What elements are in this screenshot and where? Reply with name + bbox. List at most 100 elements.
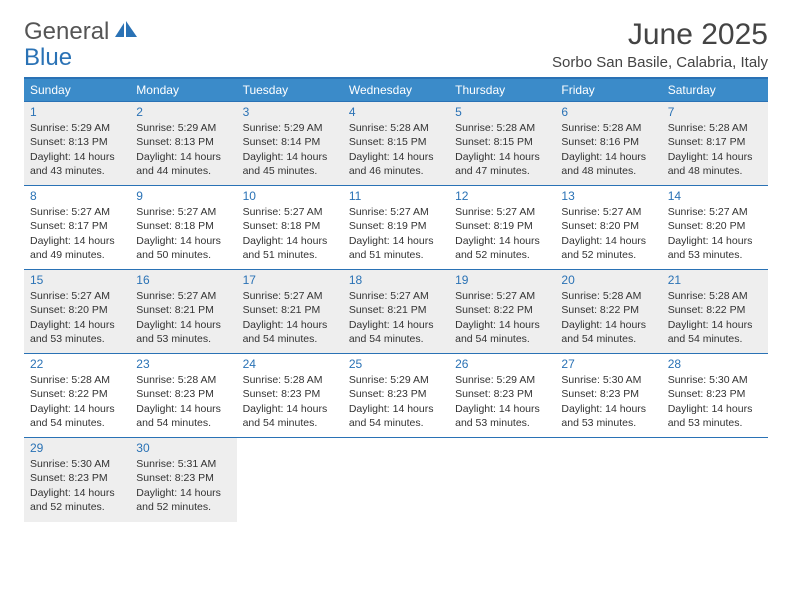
day-header: Friday	[555, 78, 661, 102]
day-cell	[555, 438, 661, 522]
daylight-text: and 53 minutes.	[668, 248, 762, 262]
day-number: 23	[136, 356, 230, 372]
sunrise-text: Sunrise: 5:28 AM	[136, 373, 230, 387]
daylight-text: and 52 minutes.	[455, 248, 549, 262]
day-cell	[662, 438, 768, 522]
day-cell: 26Sunrise: 5:29 AMSunset: 8:23 PMDayligh…	[449, 354, 555, 438]
daylight-text: and 52 minutes.	[136, 500, 230, 514]
day-cell: 9Sunrise: 5:27 AMSunset: 8:18 PMDaylight…	[130, 186, 236, 270]
daylight-text: Daylight: 14 hours	[136, 402, 230, 416]
daylight-text: and 50 minutes.	[136, 248, 230, 262]
day-header: Monday	[130, 78, 236, 102]
daylight-text: and 43 minutes.	[30, 164, 124, 178]
daylight-text: Daylight: 14 hours	[136, 318, 230, 332]
day-cell: 23Sunrise: 5:28 AMSunset: 8:23 PMDayligh…	[130, 354, 236, 438]
day-number: 28	[668, 356, 762, 372]
daylight-text: Daylight: 14 hours	[668, 150, 762, 164]
sunrise-text: Sunrise: 5:29 AM	[30, 121, 124, 135]
sunrise-text: Sunrise: 5:28 AM	[561, 121, 655, 135]
sunset-text: Sunset: 8:23 PM	[349, 387, 443, 401]
day-number: 6	[561, 104, 655, 120]
day-cell: 19Sunrise: 5:27 AMSunset: 8:22 PMDayligh…	[449, 270, 555, 354]
daylight-text: Daylight: 14 hours	[561, 150, 655, 164]
sunset-text: Sunset: 8:22 PM	[455, 303, 549, 317]
sunrise-text: Sunrise: 5:30 AM	[561, 373, 655, 387]
daylight-text: Daylight: 14 hours	[136, 486, 230, 500]
day-cell: 8Sunrise: 5:27 AMSunset: 8:17 PMDaylight…	[24, 186, 130, 270]
daylight-text: and 48 minutes.	[668, 164, 762, 178]
day-number: 21	[668, 272, 762, 288]
sunset-text: Sunset: 8:15 PM	[349, 135, 443, 149]
sunset-text: Sunset: 8:20 PM	[30, 303, 124, 317]
sunset-text: Sunset: 8:17 PM	[30, 219, 124, 233]
sunset-text: Sunset: 8:22 PM	[668, 303, 762, 317]
daylight-text: and 44 minutes.	[136, 164, 230, 178]
day-number: 26	[455, 356, 549, 372]
daylight-text: and 54 minutes.	[30, 416, 124, 430]
sunset-text: Sunset: 8:14 PM	[243, 135, 337, 149]
daylight-text: and 51 minutes.	[349, 248, 443, 262]
day-header: Wednesday	[343, 78, 449, 102]
day-number: 2	[136, 104, 230, 120]
day-number: 1	[30, 104, 124, 120]
daylight-text: Daylight: 14 hours	[243, 150, 337, 164]
location-text: Sorbo San Basile, Calabria, Italy	[552, 54, 768, 71]
sunset-text: Sunset: 8:23 PM	[455, 387, 549, 401]
day-number: 11	[349, 188, 443, 204]
sunset-text: Sunset: 8:18 PM	[136, 219, 230, 233]
sunrise-text: Sunrise: 5:28 AM	[30, 373, 124, 387]
sunrise-text: Sunrise: 5:29 AM	[243, 121, 337, 135]
day-number: 25	[349, 356, 443, 372]
logo-text-blue: Blue	[24, 44, 72, 72]
day-number: 22	[30, 356, 124, 372]
daylight-text: and 54 minutes.	[668, 332, 762, 346]
sunset-text: Sunset: 8:16 PM	[561, 135, 655, 149]
sunrise-text: Sunrise: 5:27 AM	[668, 205, 762, 219]
week-row: 29Sunrise: 5:30 AMSunset: 8:23 PMDayligh…	[24, 438, 768, 522]
daylight-text: and 51 minutes.	[243, 248, 337, 262]
day-cell: 12Sunrise: 5:27 AMSunset: 8:19 PMDayligh…	[449, 186, 555, 270]
day-number: 19	[455, 272, 549, 288]
daylight-text: and 54 minutes.	[136, 416, 230, 430]
daylight-text: Daylight: 14 hours	[561, 318, 655, 332]
daylight-text: and 53 minutes.	[668, 416, 762, 430]
day-cell	[343, 438, 449, 522]
day-cell: 27Sunrise: 5:30 AMSunset: 8:23 PMDayligh…	[555, 354, 661, 438]
day-cell: 30Sunrise: 5:31 AMSunset: 8:23 PMDayligh…	[130, 438, 236, 522]
sunrise-text: Sunrise: 5:27 AM	[30, 289, 124, 303]
daylight-text: Daylight: 14 hours	[30, 486, 124, 500]
sunset-text: Sunset: 8:17 PM	[668, 135, 762, 149]
day-cell: 1Sunrise: 5:29 AMSunset: 8:13 PMDaylight…	[24, 102, 130, 186]
day-cell: 10Sunrise: 5:27 AMSunset: 8:18 PMDayligh…	[237, 186, 343, 270]
daylight-text: Daylight: 14 hours	[349, 402, 443, 416]
day-cell: 6Sunrise: 5:28 AMSunset: 8:16 PMDaylight…	[555, 102, 661, 186]
header: General June 2025 Sorbo San Basile, Cala…	[24, 18, 768, 71]
week-row: 8Sunrise: 5:27 AMSunset: 8:17 PMDaylight…	[24, 186, 768, 270]
daylight-text: Daylight: 14 hours	[243, 402, 337, 416]
day-number: 9	[136, 188, 230, 204]
day-cell: 16Sunrise: 5:27 AMSunset: 8:21 PMDayligh…	[130, 270, 236, 354]
day-cell: 21Sunrise: 5:28 AMSunset: 8:22 PMDayligh…	[662, 270, 768, 354]
sunrise-text: Sunrise: 5:27 AM	[30, 205, 124, 219]
sunrise-text: Sunrise: 5:27 AM	[243, 205, 337, 219]
daylight-text: Daylight: 14 hours	[243, 234, 337, 248]
daylight-text: Daylight: 14 hours	[561, 234, 655, 248]
daylight-text: and 53 minutes.	[30, 332, 124, 346]
day-number: 8	[30, 188, 124, 204]
sunrise-text: Sunrise: 5:27 AM	[243, 289, 337, 303]
logo: General	[24, 18, 141, 46]
logo-text-general: General	[24, 18, 109, 46]
daylight-text: and 54 minutes.	[243, 332, 337, 346]
calendar-table: SundayMondayTuesdayWednesdayThursdayFrid…	[24, 77, 768, 522]
daylight-text: Daylight: 14 hours	[349, 318, 443, 332]
sunset-text: Sunset: 8:23 PM	[243, 387, 337, 401]
sunset-text: Sunset: 8:23 PM	[30, 471, 124, 485]
day-cell: 11Sunrise: 5:27 AMSunset: 8:19 PMDayligh…	[343, 186, 449, 270]
daylight-text: and 54 minutes.	[349, 332, 443, 346]
daylight-text: Daylight: 14 hours	[30, 402, 124, 416]
day-number: 27	[561, 356, 655, 372]
daylight-text: Daylight: 14 hours	[30, 318, 124, 332]
day-cell: 5Sunrise: 5:28 AMSunset: 8:15 PMDaylight…	[449, 102, 555, 186]
daylight-text: and 52 minutes.	[561, 248, 655, 262]
sunset-text: Sunset: 8:23 PM	[136, 471, 230, 485]
